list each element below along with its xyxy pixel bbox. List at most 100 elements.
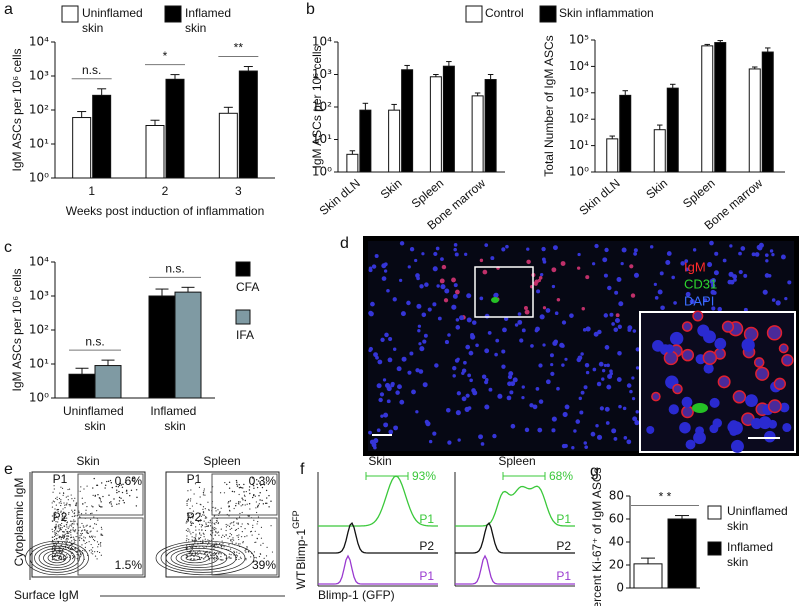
nucleus <box>554 311 559 316</box>
event <box>235 528 238 531</box>
event <box>190 554 192 556</box>
nucleus <box>484 313 490 319</box>
event <box>64 520 66 522</box>
event <box>268 506 270 508</box>
event <box>193 539 195 541</box>
event <box>231 490 234 493</box>
event <box>203 512 205 514</box>
event <box>83 526 85 528</box>
event <box>66 524 68 526</box>
event <box>220 507 222 509</box>
nucleus <box>559 342 565 348</box>
event <box>92 494 94 497</box>
panel-letter: d <box>340 235 349 252</box>
nucleus <box>751 252 756 257</box>
nucleus <box>444 340 449 345</box>
nucleus <box>561 443 567 449</box>
y-axis-label: Percent Ki-67⁺ of IgM ASCs <box>590 467 604 606</box>
nucleus <box>585 370 590 375</box>
event <box>190 513 193 516</box>
nucleus <box>579 410 584 415</box>
event <box>202 491 204 494</box>
event <box>85 509 87 511</box>
event <box>61 522 63 525</box>
event <box>199 512 201 514</box>
nucleus <box>423 333 428 338</box>
event <box>72 554 74 557</box>
event <box>221 559 223 561</box>
bar <box>401 69 414 173</box>
event <box>58 497 61 500</box>
event <box>229 523 231 525</box>
event <box>61 487 64 489</box>
nucleus <box>542 343 546 347</box>
bar <box>484 79 497 173</box>
nucleus <box>722 258 727 263</box>
event <box>72 530 74 532</box>
event <box>191 544 193 546</box>
event <box>65 554 68 556</box>
event <box>74 542 76 544</box>
event <box>199 523 201 525</box>
event <box>185 522 187 524</box>
event <box>106 480 108 483</box>
event <box>55 497 57 500</box>
nucleus <box>455 325 461 330</box>
event <box>92 527 94 529</box>
nucleus <box>680 261 685 266</box>
nucleus <box>575 419 581 424</box>
event <box>212 545 215 547</box>
event <box>212 528 214 530</box>
nucleus <box>479 296 484 301</box>
nucleus <box>383 412 389 418</box>
nucleus <box>626 383 632 388</box>
nucleus <box>386 399 391 404</box>
event <box>90 530 92 532</box>
event <box>60 524 62 527</box>
event <box>216 532 218 534</box>
nucleus <box>368 310 373 316</box>
nucleus <box>685 291 691 297</box>
event <box>82 549 84 552</box>
event <box>218 512 220 515</box>
event <box>56 537 58 540</box>
bar <box>72 117 92 179</box>
event <box>218 553 220 555</box>
event <box>243 491 245 493</box>
nucleus <box>388 429 394 435</box>
nucleus <box>537 278 541 283</box>
y-tick-label: 10⁴ <box>312 35 332 49</box>
event <box>187 514 189 516</box>
nucleus <box>524 427 530 433</box>
event <box>90 549 92 551</box>
event <box>75 503 77 505</box>
event <box>79 490 81 492</box>
nucleus <box>455 410 461 416</box>
event <box>228 556 230 558</box>
nucleus <box>577 252 581 257</box>
nucleus <box>556 298 561 302</box>
nucleus <box>392 297 397 302</box>
nucleus <box>616 377 622 382</box>
event <box>55 534 57 537</box>
cell <box>781 354 794 367</box>
event <box>213 522 215 524</box>
event <box>58 551 60 554</box>
event <box>61 515 63 517</box>
event <box>186 538 188 540</box>
nucleus <box>604 247 609 253</box>
event <box>241 497 243 499</box>
event <box>75 505 77 507</box>
event <box>57 518 59 520</box>
gate-percentage: 39% <box>252 558 276 572</box>
event <box>256 537 258 539</box>
event <box>261 486 264 489</box>
event <box>55 504 57 506</box>
nucleus <box>630 293 636 298</box>
event <box>75 535 77 538</box>
cell <box>782 422 792 433</box>
event <box>214 523 216 525</box>
event <box>206 517 208 519</box>
event <box>90 535 93 537</box>
nucleus <box>757 245 763 251</box>
